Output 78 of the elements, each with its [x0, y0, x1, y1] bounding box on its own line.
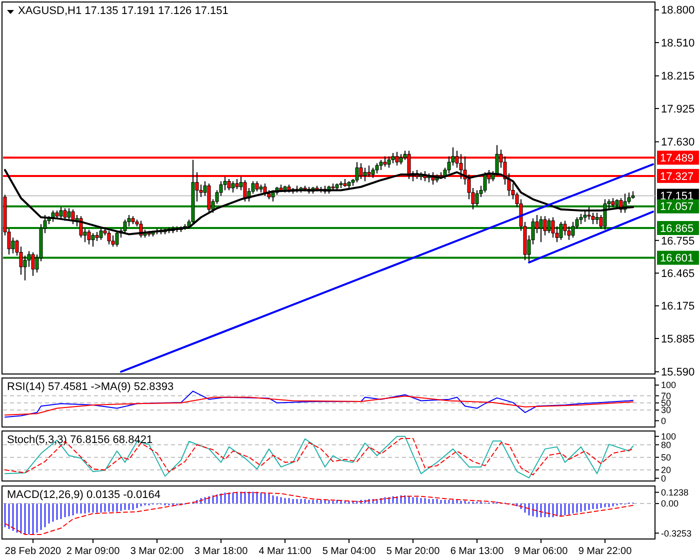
candlestick [31, 252, 35, 276]
y-tick-label: 80 [661, 440, 672, 450]
candlestick [255, 180, 259, 192]
candlestick [87, 229, 91, 245]
y-tick-label: 15.885 [661, 333, 695, 346]
x-tick-label: 28 Feb 2020 [4, 546, 62, 557]
candlestick [391, 152, 395, 164]
chart-title: RSI(14) 57.4581 ->MA(9) 52.8393 [7, 381, 174, 393]
x-tick-label: 5 Mar 20:00 [386, 546, 440, 557]
ref-line-label: 17.489 [660, 152, 694, 165]
y-tick-label: 16.465 [661, 268, 695, 280]
candlestick [551, 216, 555, 238]
candlestick [51, 210, 55, 222]
ref-line-label: 16.865 [660, 222, 694, 235]
candlestick [91, 232, 95, 248]
candlestick [399, 154, 403, 165]
candlestick [355, 162, 359, 183]
y-tick-label: 18.215 [661, 70, 695, 83]
y-tick-label: 18.510 [661, 37, 695, 50]
candlestick [547, 218, 551, 234]
line-series [4, 390, 634, 418]
y-tick-label: 0 [661, 416, 666, 426]
y-tick-label: 0.1238 [661, 487, 689, 498]
candlestick [595, 212, 599, 225]
x-tick-label: 3 Mar 18:00 [194, 546, 248, 557]
candlestick [563, 220, 567, 236]
x-tick-label: 4 Mar 11:00 [258, 546, 312, 557]
y-tick-label: 100 [661, 380, 676, 390]
chart-title: Stoch(5,3,3) 76.8156 68.8421 [7, 434, 153, 446]
candlestick [111, 234, 115, 248]
y-tick-label: -0.3253 [661, 528, 692, 538]
y-tick-label: 16.755 [661, 235, 695, 248]
x-tick-label: 6 Mar 13:00 [450, 546, 504, 557]
y-tick-label: 50 [661, 452, 672, 462]
y-tick-label: 0.00 [661, 498, 679, 509]
x-tick-label: 3 Mar 02:00 [130, 546, 184, 557]
y-tick-label: 15.590 [661, 366, 695, 379]
candlestick [539, 216, 543, 243]
x-tick-label: 5 Mar 04:00 [322, 546, 376, 557]
ref-line-label: 17.327 [660, 170, 694, 183]
y-tick-label: 0 [661, 473, 666, 484]
chart-title: XAGUSD,H1 17.135 17.191 17.126 17.151 [18, 5, 228, 17]
y-tick-label: 17.925 [661, 103, 695, 116]
ref-line-label: 17.057 [660, 201, 694, 214]
candlestick [583, 210, 587, 222]
y-tick-label: 70 [661, 390, 672, 401]
candlestick [587, 206, 591, 220]
y-tick-label: 20 [661, 465, 672, 476]
ref-line-label: 17.151 [660, 190, 694, 203]
candlestick [63, 208, 67, 222]
chart-title: MACD(12,26,9) 0.0135 -0.0164 [7, 489, 160, 501]
candlestick [375, 162, 379, 174]
candlestick [227, 178, 231, 191]
candlestick [363, 167, 367, 182]
candlestick [579, 213, 583, 225]
line-series [4, 396, 634, 416]
y-tick-label: 16.175 [661, 300, 695, 313]
y-tick-label: 18.800 [661, 4, 695, 17]
x-tick-label: 9 Mar 22:00 [578, 546, 632, 557]
candlestick [271, 190, 275, 202]
candlestick [483, 172, 487, 194]
candlestick [235, 178, 239, 190]
candlestick [231, 180, 235, 194]
ref-line-label: 16.601 [660, 252, 694, 265]
candlestick [243, 180, 247, 202]
candlestick [71, 208, 75, 225]
y-tick-label: 100 [661, 432, 676, 442]
candlestick [95, 231, 99, 242]
candlestick [371, 167, 375, 178]
y-tick-label: 17.630 [661, 136, 695, 149]
candlestick [207, 182, 211, 214]
line-series [4, 492, 634, 535]
x-tick-label: 2 Mar 09:00 [66, 546, 120, 557]
candlestick [611, 198, 615, 208]
candlestick [387, 156, 391, 168]
candlestick [379, 159, 383, 170]
y-tick-label: 30 [661, 405, 672, 416]
x-tick-label: 9 Mar 06:00 [514, 546, 568, 557]
